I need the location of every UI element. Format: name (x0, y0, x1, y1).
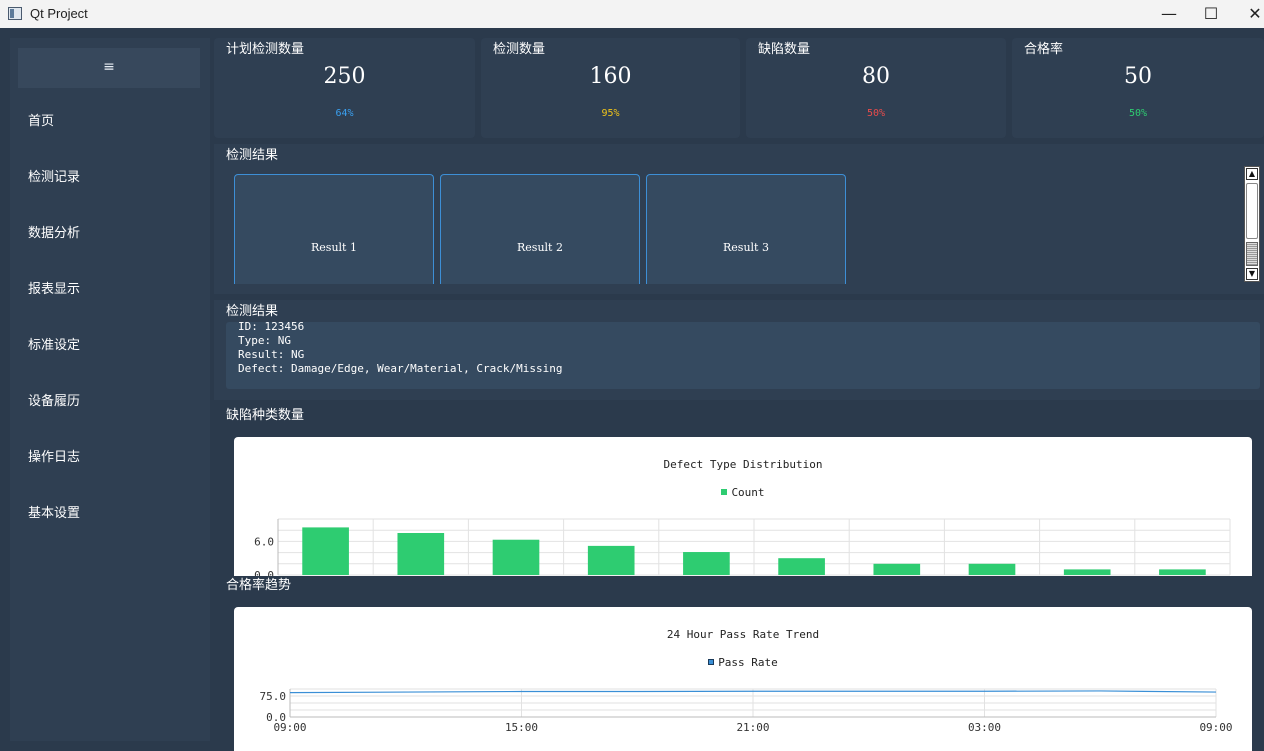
sidebar-item-home[interactable]: 首页 (28, 114, 55, 129)
stat-card-pass-rate: 合格率 50 50% (1012, 38, 1264, 138)
x-tick-label: 03:00 (968, 721, 1001, 734)
stat-percent: 50% (866, 108, 886, 119)
bar (683, 552, 730, 575)
result-card[interactable]: Result 3 (646, 174, 846, 284)
x-tick-label: 15:00 (505, 721, 538, 734)
window-title: Qt Project (30, 6, 88, 21)
sidebar: ≡ 首页 检测记录 数据分析 报表显示 标准设定 设备履历 操作日志 基本设置 (10, 38, 210, 741)
x-tick-label: ... (1172, 571, 1191, 576)
sidebar-item-data-analysis[interactable]: 数据分析 (28, 226, 81, 241)
bar (968, 563, 1016, 575)
results-scrollbar[interactable]: ▲ ▼ (1244, 166, 1260, 282)
trend-chart-plot: 09:00 15:00 21:00 03:00 09:00 75.0 0.0 (260, 688, 1233, 734)
y-tick-label: 75.0 (260, 690, 287, 703)
stat-value: 50 (1124, 64, 1152, 89)
x-tick-label: ... (886, 571, 905, 576)
scroll-down-arrow-icon[interactable]: ▼ (1246, 268, 1258, 280)
bar (397, 533, 445, 575)
detail-text-box[interactable]: ID: 123456 Type: NG Result: NG Defect: D… (226, 322, 1260, 389)
minimize-button[interactable]: — (1161, 4, 1177, 23)
chart-legend: Count (234, 486, 1252, 499)
x-tick-label: ... (981, 571, 1000, 576)
result-card-label: Result 3 (723, 241, 769, 254)
bar (492, 539, 540, 575)
bar (587, 545, 635, 575)
result-card-label: Result 1 (311, 241, 357, 254)
detail-line-id: ID: 123456 (238, 322, 305, 333)
stat-card-defects: 缺陷数量 80 50% (746, 38, 1006, 138)
hamburger-icon: ≡ (103, 59, 115, 75)
scrollbar-track[interactable] (1246, 183, 1258, 239)
results-panel-title: 检测结果 (226, 148, 279, 163)
stat-value: 160 (589, 64, 632, 89)
bar (302, 527, 349, 575)
result-card-label: Result 2 (517, 241, 563, 254)
legend-swatch-icon (708, 659, 715, 665)
stat-value: 80 (862, 64, 890, 89)
main-window: ≡ 首页 检测记录 数据分析 报表显示 标准设定 设备履历 操作日志 基本设置 … (0, 28, 1264, 751)
trend-section-label: 合格率趋势 (226, 578, 292, 593)
sidebar-item-device-history[interactable]: 设备履历 (28, 394, 81, 409)
sidebar-item-inspection-records[interactable]: 检测记录 (28, 170, 81, 185)
result-card[interactable]: Result 1 (234, 174, 434, 284)
stat-card-planned: 计划检测数量 250 64% (214, 38, 475, 138)
x-tick-label: ... (410, 571, 429, 576)
y-tick-label: 6.0 (254, 535, 274, 548)
detail-panel: 检测结果 ID: 123456 Type: NG Result: NG Defe… (214, 300, 1264, 400)
bar (1159, 569, 1206, 575)
stat-card-inspected: 检测数量 160 95% (481, 38, 740, 138)
stat-percent: 95% (601, 108, 620, 119)
x-tick-label: ... (696, 571, 715, 576)
legend-label: Count (731, 486, 765, 499)
stat-value: 250 (323, 64, 366, 89)
x-tick-label: 21:00 (736, 721, 769, 734)
app-icon (8, 7, 22, 20)
detail-line-type: Type: NG (238, 334, 291, 347)
defect-chart-plot: 6.0 0.0.............................. (254, 518, 1231, 576)
sidebar-item-reports[interactable]: 报表显示 (28, 282, 81, 297)
y-tick-label: 0.0 (266, 711, 286, 724)
stat-title: 缺陷数量 (758, 42, 811, 57)
pass-rate-line (289, 690, 1217, 694)
x-tick-label: 09:00 (1199, 721, 1232, 734)
x-tick-label: 09:00 (273, 721, 306, 734)
results-panel: 检测结果 Result 1 Result 2 Result 3 ▲ ▼ (214, 144, 1264, 294)
defect-section-label: 缺陷种类数量 (226, 408, 305, 423)
chart-title: 24 Hour Pass Rate Trend (666, 628, 820, 641)
defect-chart: Defect Type Distribution Count 6.0 0.0...… (234, 437, 1252, 576)
chart-title: Defect Type Distribution (663, 458, 823, 471)
legend-swatch-icon (721, 489, 728, 495)
chart-legend: Pass Rate (234, 656, 1252, 669)
result-card[interactable]: Result 2 (440, 174, 640, 284)
detail-panel-title: 检测结果 (226, 304, 279, 319)
menu-toggle-button[interactable]: ≡ (18, 48, 200, 88)
stat-title: 合格率 (1024, 42, 1064, 57)
detail-line-result: Result: NG (238, 348, 305, 361)
trend-chart: 24 Hour Pass Rate Trend Pass Rate 09:00 1… (234, 607, 1252, 751)
stat-title: 检测数量 (493, 42, 546, 57)
y-tick-label: 0.0 (254, 569, 274, 576)
title-bar: Qt Project — ☐ ✕ (0, 0, 1264, 28)
bar (1063, 569, 1111, 575)
stat-percent: 50% (1128, 108, 1148, 119)
x-tick-label: ... (1077, 571, 1096, 576)
sidebar-item-basic-settings[interactable]: 基本设置 (28, 506, 81, 521)
x-tick-label: ... (505, 571, 524, 576)
detail-line-defect: Defect: Damage/Edge, Wear/Material, Crac… (238, 362, 563, 375)
bar (873, 563, 921, 575)
sidebar-item-operation-log[interactable]: 操作日志 (28, 450, 81, 465)
x-tick-label: ... (791, 571, 810, 576)
stat-title: 计划检测数量 (226, 42, 305, 57)
sidebar-item-standards[interactable]: 标准设定 (28, 338, 81, 353)
scrollbar-thumb[interactable] (1246, 242, 1258, 266)
x-tick-label: ... (315, 571, 334, 576)
x-tick-label: ... (601, 571, 620, 576)
bar (778, 558, 825, 575)
close-button[interactable]: ✕ (1248, 4, 1262, 23)
maximize-button[interactable]: ☐ (1203, 4, 1219, 23)
stat-percent: 64% (335, 108, 354, 119)
legend-label: Pass Rate (718, 656, 778, 669)
scroll-up-arrow-icon[interactable]: ▲ (1246, 168, 1258, 180)
